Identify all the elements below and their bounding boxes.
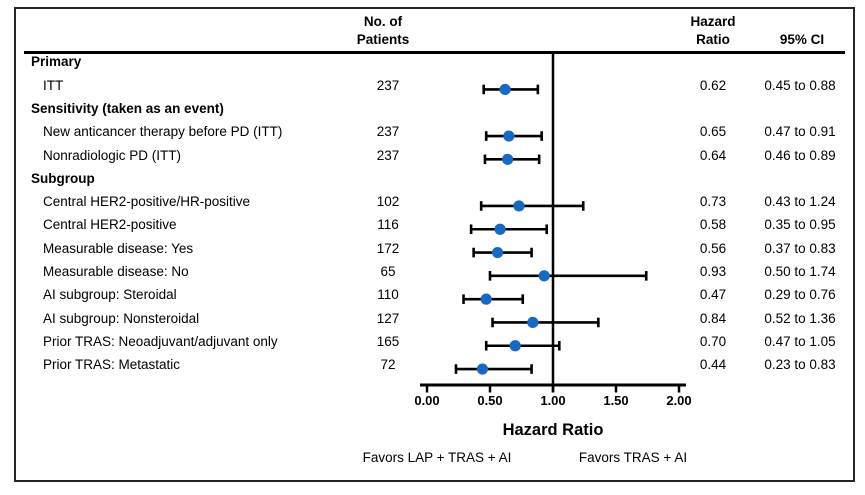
axis-tick-label: 1.50: [603, 393, 629, 408]
favors-left-label: Favors LAP + TRAS + AI: [362, 450, 512, 465]
row-item-label: Nonradiologic PD (ITT): [43, 147, 182, 163]
row-hr-value: 0.47: [699, 287, 727, 303]
axis-tick-label: 1.00: [540, 393, 566, 408]
row-patient-count: 172: [376, 240, 400, 256]
row-ci-value: 0.47 to 1.05: [764, 333, 836, 349]
row-ci-value: 0.46 to 0.89: [764, 147, 836, 163]
row-patient-count: 116: [377, 217, 399, 233]
column-header-ci: 95% CI: [779, 32, 825, 47]
hr-point-marker: [509, 340, 521, 352]
row-item-label: Central HER2-positive/HR-positive: [43, 194, 251, 210]
row-patient-count: 65: [380, 264, 396, 279]
row-item-label: Central HER2-positive: [43, 217, 177, 233]
hr-point-marker: [503, 130, 515, 142]
row-ci-value: 0.37 to 0.83: [764, 240, 836, 256]
row-section-label: Subgroup: [31, 170, 95, 186]
column-header-patients: No. of Patients: [333, 13, 433, 49]
hr-point-marker: [527, 316, 539, 329]
row-patient-count: 72: [380, 357, 396, 373]
row-hr-value: 0.65: [699, 124, 727, 140]
column-header-patients-line2: Patients: [356, 32, 410, 47]
hr-point-marker: [513, 200, 525, 212]
axis-tick-label: 2.00: [666, 393, 692, 408]
row-ci-value: 0.43 to 1.24: [764, 194, 836, 210]
hr-point-marker: [499, 83, 511, 96]
row-ci-value: 0.47 to 0.91: [764, 124, 836, 140]
header-rule: [24, 51, 845, 54]
hr-point-marker: [491, 246, 504, 259]
row-item-label: ITT: [43, 77, 64, 93]
hr-point-marker: [476, 363, 489, 375]
row-section-label: Sensitivity (taken as an event): [31, 100, 224, 116]
row-ci-value: 0.29 to 0.76: [764, 287, 836, 303]
hr-point-marker: [480, 293, 492, 305]
hr-point-marker: [494, 223, 506, 235]
row-patient-count: 102: [376, 194, 400, 210]
row-hr-value: 0.93: [699, 264, 727, 279]
row-item-label: Measurable disease: Yes: [43, 240, 194, 256]
favors-right-label: Favors TRAS + AI: [578, 450, 688, 465]
row-item-label: AI subgroup: Nonsteroidal: [43, 310, 200, 326]
row-ci-value: 0.23 to 0.83: [764, 357, 836, 373]
row-ci-value: 0.35 to 0.95: [764, 217, 836, 233]
row-hr-value: 0.62: [699, 77, 727, 93]
row-patient-count: 237: [376, 147, 400, 163]
row-item-label: Prior TRAS: Metastatic: [43, 357, 181, 373]
column-header-hazard-ratio: Hazard Ratio: [663, 13, 763, 49]
row-section-label: Primary: [31, 54, 82, 70]
row-ci-value: 0.50 to 1.74: [764, 264, 836, 279]
hr-point-marker: [538, 270, 550, 282]
column-header-hr-line1: Hazard: [690, 14, 736, 29]
row-patient-count: 237: [376, 77, 400, 93]
row-patient-count: 165: [376, 333, 400, 349]
row-item-label: New anticancer therapy before PD (ITT): [43, 124, 283, 140]
row-ci-value: 0.52 to 1.36: [764, 310, 836, 326]
row-patient-count: 110: [377, 287, 399, 303]
axis-tick-label: 0.00: [414, 393, 440, 408]
row-hr-value: 0.56: [699, 240, 727, 256]
row-patient-count: 237: [376, 124, 400, 140]
row-patient-count: 127: [376, 310, 400, 326]
row-item-label: Prior TRAS: Neoadjuvant/adjuvant only: [43, 333, 278, 349]
x-axis-title: Hazard Ratio: [502, 421, 604, 439]
column-header-patients-line1: No. of: [363, 14, 403, 29]
row-ci-value: 0.45 to 0.88: [764, 77, 836, 93]
row-item-label: Measurable disease: No: [43, 264, 189, 279]
row-item-label: AI subgroup: Steroidal: [43, 287, 177, 303]
row-hr-value: 0.58: [699, 217, 727, 233]
row-hr-value: 0.70: [699, 333, 727, 349]
column-header-hr-line2: Ratio: [696, 32, 730, 47]
figure-border: [14, 7, 855, 482]
axis-tick-label: 0.50: [477, 393, 503, 408]
hr-point-marker: [502, 153, 514, 165]
row-hr-value: 0.73: [699, 194, 727, 210]
row-hr-value: 0.44: [699, 357, 727, 373]
row-hr-value: 0.84: [699, 310, 727, 326]
row-hr-value: 0.64: [699, 147, 727, 163]
